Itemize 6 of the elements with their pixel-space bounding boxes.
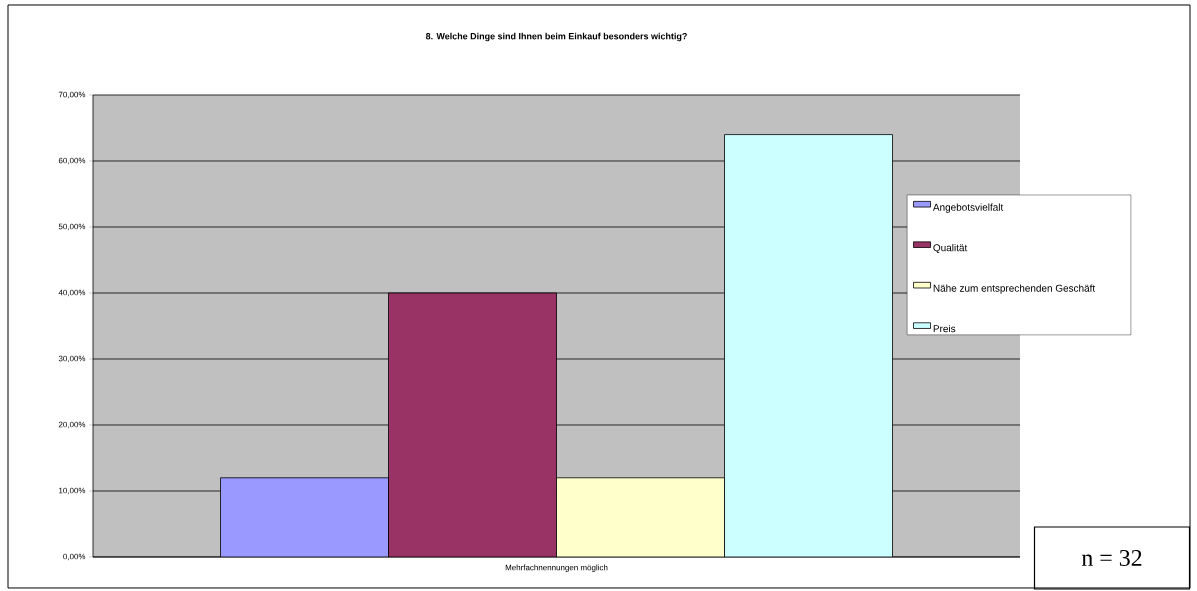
legend-label: Angebotsvielfalt: [932, 203, 1004, 213]
chart-title: 8. Welche Dinge sind Ihnen beim Einkauf besonders wichtig?: [425, 32, 687, 42]
legend-label: Preis: [933, 324, 956, 333]
legend-label: Qualität: [933, 243, 968, 254]
legend-label: Nähe zum entsprechenden Geschäft: [933, 284, 1096, 294]
text: n = 32: [1081, 549, 1142, 567]
